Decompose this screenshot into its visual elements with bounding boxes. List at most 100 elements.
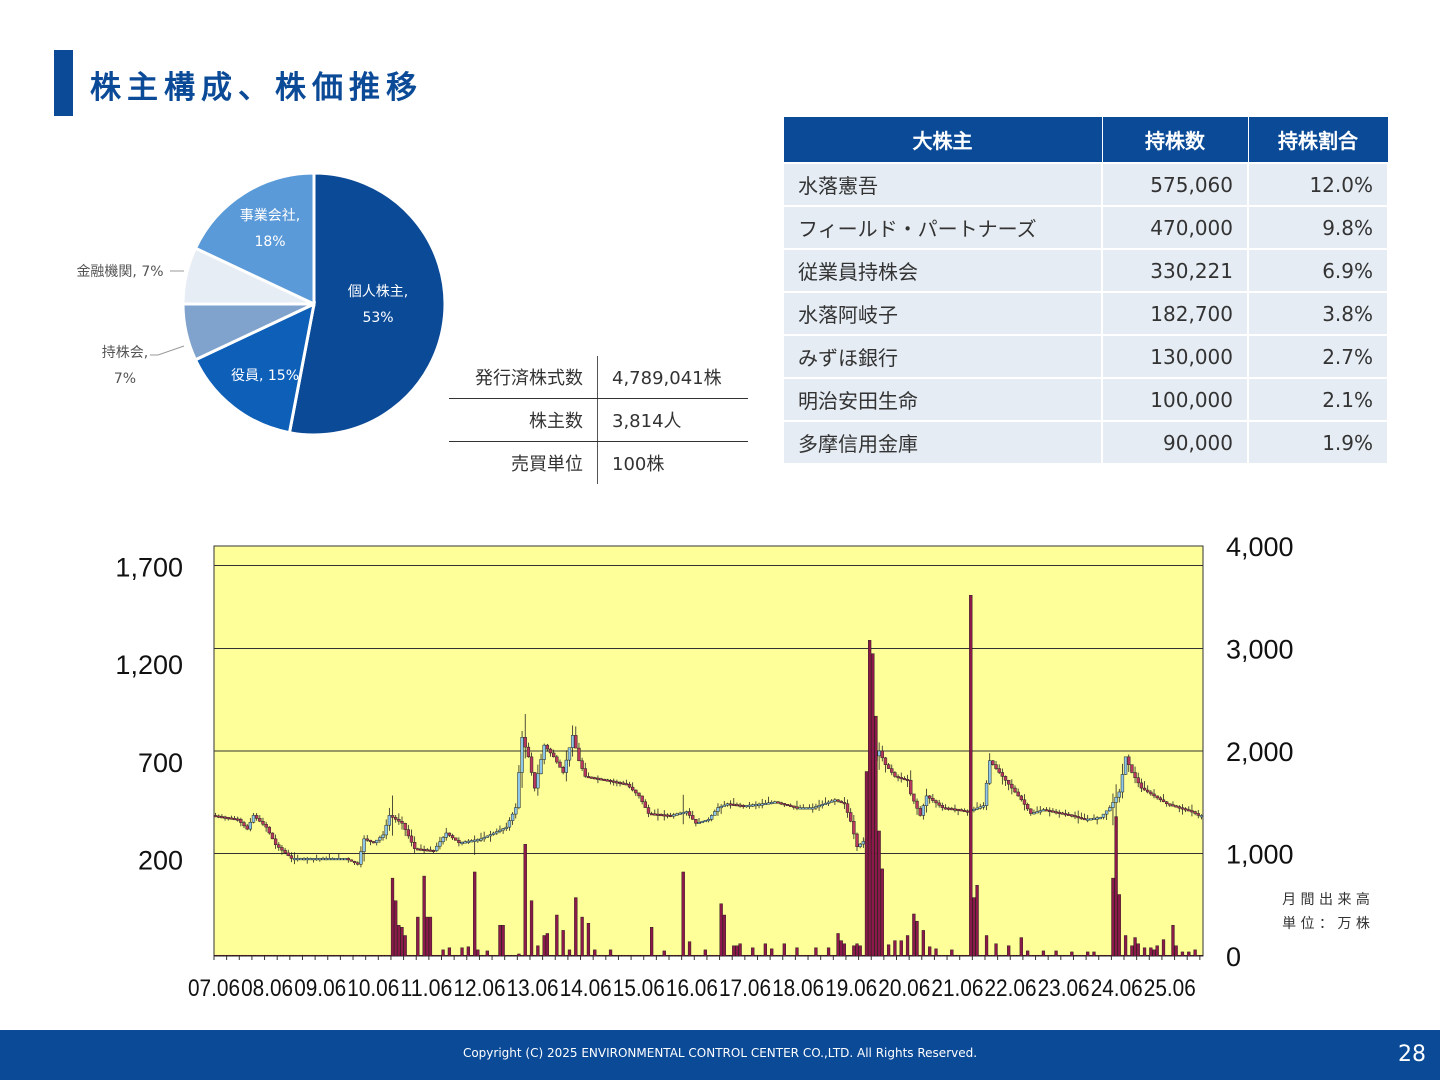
candle-body	[962, 809, 967, 812]
volume-bar	[1105, 954, 1109, 957]
candle-body	[959, 809, 963, 812]
candle-body	[583, 768, 587, 777]
volume-bar	[334, 954, 338, 957]
candle-body	[1013, 787, 1017, 793]
candle-body	[507, 820, 512, 828]
x-tick-label: 09.06	[294, 975, 346, 1002]
volume-bar	[529, 900, 534, 957]
candle-body	[779, 802, 783, 805]
x-tick-label: 24.06	[1091, 975, 1143, 1002]
volume-bar	[618, 954, 622, 957]
volume-bar	[321, 954, 325, 957]
candle-body	[994, 764, 998, 769]
volume-bar	[1117, 894, 1121, 957]
candle-body	[491, 832, 496, 835]
volume-bar	[533, 954, 537, 957]
volume-bar	[738, 943, 742, 957]
candle-body	[333, 858, 338, 861]
pie-label-pct: 7%	[114, 371, 136, 387]
volume-bar	[431, 954, 436, 957]
volume-bar	[741, 954, 745, 957]
volume-bar	[732, 945, 736, 957]
candle-body	[763, 802, 768, 805]
candle-body	[1054, 811, 1058, 814]
candle-body	[972, 808, 976, 811]
volume-bar	[896, 954, 900, 957]
shareholder-shares: 330,221	[1101, 248, 1249, 293]
candle-body	[558, 761, 562, 768]
table-row: みずほ銀行 130,000 2.7%	[782, 334, 1389, 379]
candle-body	[921, 805, 926, 816]
candle-body	[1130, 764, 1134, 773]
volume-bar	[1010, 954, 1014, 957]
candle-body	[1038, 810, 1042, 813]
volume-bar	[877, 830, 881, 957]
volume-bar	[1146, 954, 1150, 957]
candle-body	[1029, 808, 1033, 814]
volume-bar	[1187, 951, 1191, 957]
candle-body	[877, 750, 881, 757]
shareholder-ratio: 2.1%	[1247, 377, 1389, 422]
volume-bar	[849, 954, 853, 957]
candle-body	[352, 861, 357, 864]
volume-bar	[1098, 954, 1102, 957]
candle-body	[1149, 791, 1153, 795]
price-tick-label: 700	[138, 748, 183, 778]
share-info-table: 発行済株式数 4,789,041株 株主数 3,814人 売買単位 100株	[449, 356, 748, 484]
candle-body	[270, 832, 275, 840]
volume-bar	[296, 954, 300, 957]
volume-bar	[754, 954, 758, 957]
candle-body	[943, 807, 948, 810]
volume-bar	[845, 954, 850, 957]
candle-body	[811, 807, 815, 810]
volume-bar	[346, 954, 350, 957]
candle-body	[852, 821, 856, 835]
candle-body	[842, 802, 847, 805]
candle-body	[488, 834, 493, 837]
candle-body	[482, 837, 486, 840]
volume-bar	[251, 954, 256, 957]
volume-bar	[1044, 954, 1049, 957]
volume-bar	[1177, 954, 1181, 957]
candle-body	[406, 829, 410, 837]
volume-bar	[1133, 937, 1137, 957]
candle-body	[934, 800, 938, 804]
volume-bar	[375, 954, 379, 957]
candle-body	[217, 815, 221, 818]
candle-body	[883, 757, 888, 765]
candle-body	[678, 812, 682, 815]
volume-bar	[659, 954, 663, 957]
candle-body	[545, 744, 550, 750]
volume-bar	[371, 954, 376, 957]
volume-unit-label: 月 間 出 来 高	[1282, 891, 1370, 908]
volume-bar	[940, 954, 944, 957]
candle-body	[950, 808, 954, 811]
shareholder-name: 水落阿岐子	[782, 291, 1103, 336]
volume-bar	[1123, 935, 1128, 957]
candle-body	[751, 804, 755, 807]
volume-bar	[523, 844, 527, 957]
volume-bar	[223, 954, 227, 957]
volume-bar	[248, 954, 252, 957]
candle-body	[397, 819, 401, 822]
volume-bar	[1171, 925, 1175, 957]
volume-bar	[460, 947, 464, 957]
candle-body	[1025, 804, 1030, 810]
candle-body	[400, 821, 404, 824]
volume-bar	[624, 954, 628, 957]
candle-body	[981, 805, 986, 808]
volume-bar	[668, 954, 673, 957]
stock-price-chart: 200 700 1,200 1,700 0 1,000 2,000 3,000 4,000 月 間…	[115, 532, 1370, 1002]
candle-body	[697, 822, 701, 825]
candle-body	[517, 772, 521, 808]
volume-bar	[637, 954, 641, 957]
candle-body	[431, 849, 436, 852]
shareholder-ratio: 6.9%	[1247, 248, 1389, 293]
volume-bar	[596, 954, 600, 957]
candle-body	[653, 813, 657, 816]
volume-bar	[653, 954, 657, 957]
volume-bar	[643, 954, 647, 957]
candle-body	[356, 862, 360, 865]
volume-bar	[694, 954, 698, 957]
candle-body	[665, 814, 670, 817]
